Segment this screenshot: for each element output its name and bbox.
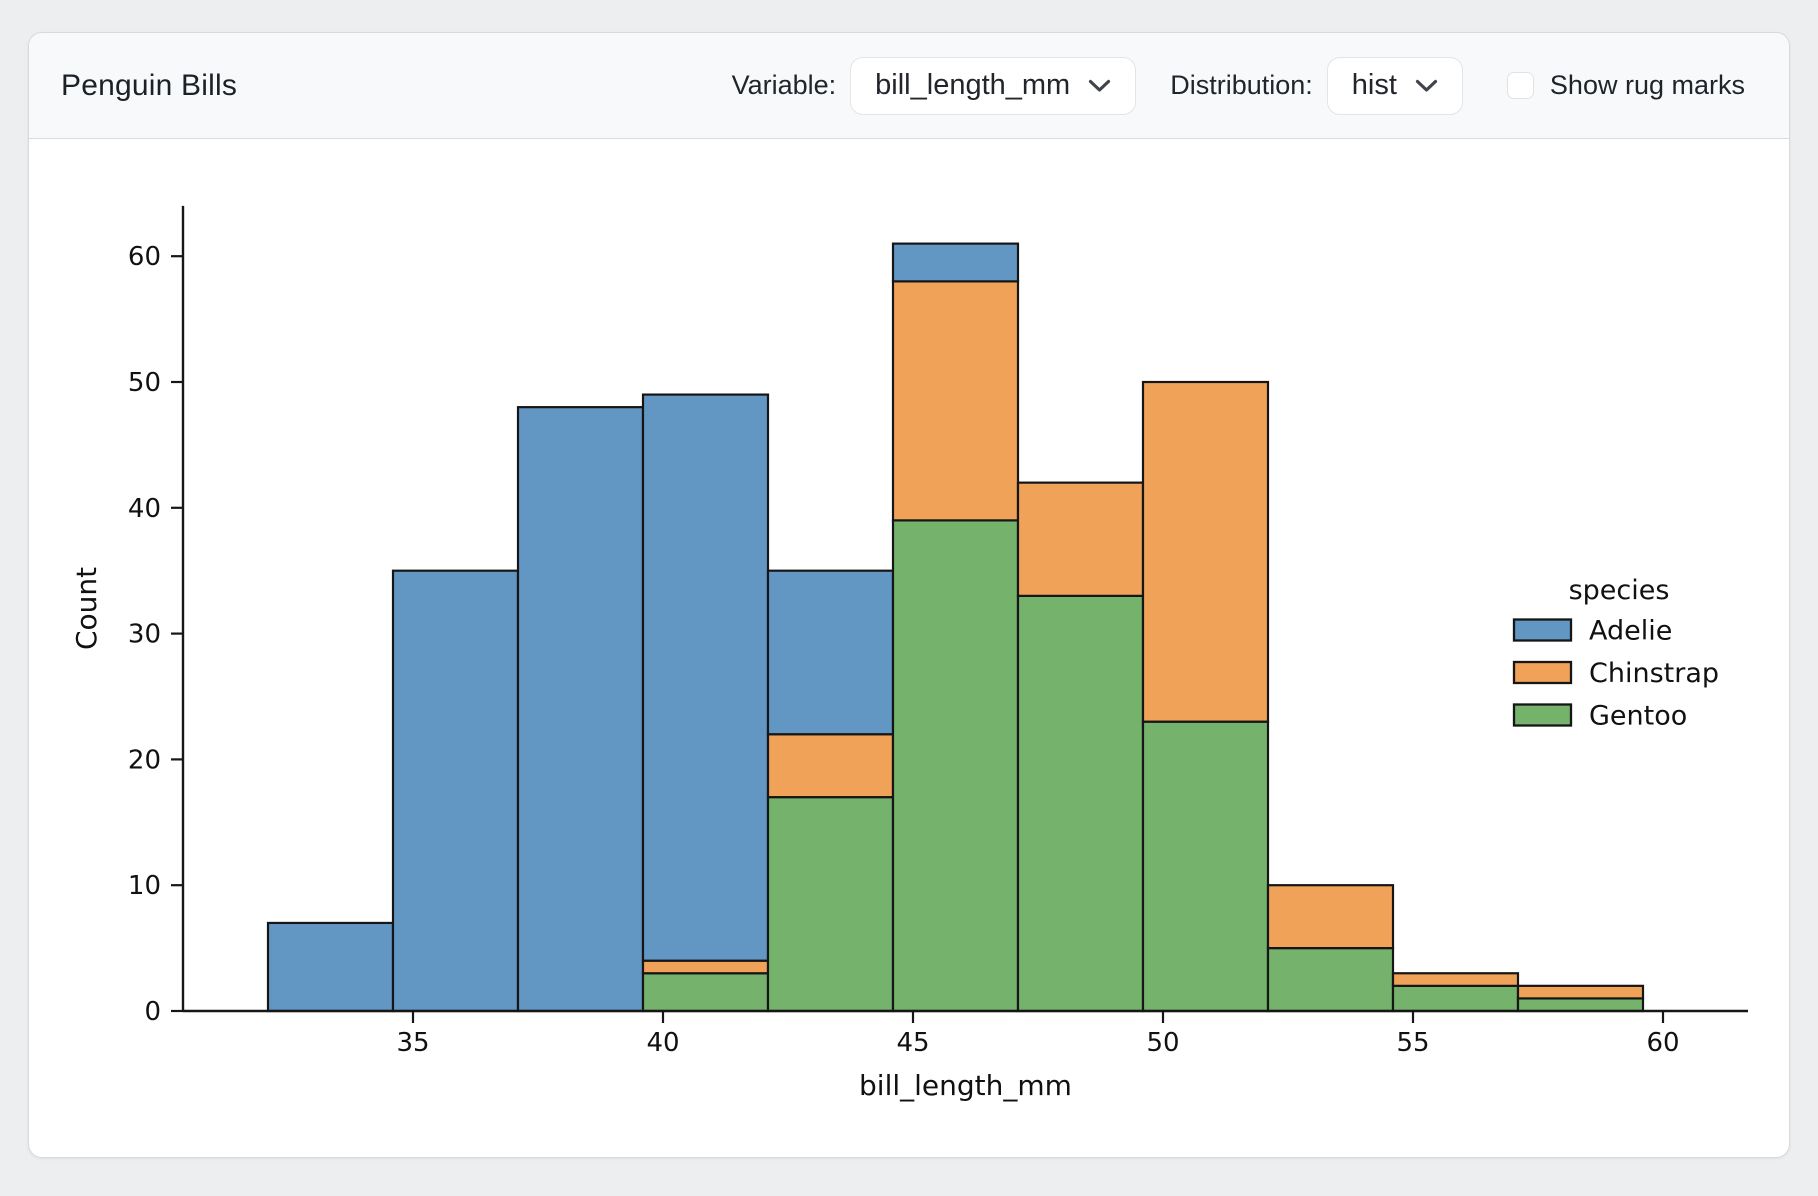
rug-checkbox[interactable]	[1506, 72, 1534, 99]
bar-segment-adelie	[391, 569, 520, 1013]
legend: species Adelie Chinstrap Gentoo	[1512, 575, 1719, 732]
chevron-down-icon	[1415, 79, 1438, 92]
header-controls: Variable: bill_length_mm Distribution: h…	[731, 56, 1745, 115]
bar-segment-gentoo	[1016, 594, 1145, 1013]
y-tick-label: 20	[128, 745, 161, 775]
y-tick-label: 0	[144, 997, 161, 1027]
variable-label: Variable:	[731, 70, 837, 100]
bar-segment-chinstrap	[891, 280, 1020, 522]
y-tick-label: 30	[128, 620, 161, 650]
legend-label: Chinstrap	[1589, 658, 1719, 689]
y-tick-label: 50	[128, 368, 161, 398]
distribution-label: Distribution:	[1170, 70, 1313, 100]
bar-segment-chinstrap	[1516, 984, 1645, 1000]
bar-segment-chinstrap	[766, 733, 895, 799]
variable-select-value: bill_length_mm	[875, 69, 1071, 101]
legend-swatch	[1512, 618, 1573, 642]
x-tick-label: 60	[1646, 1028, 1679, 1058]
bar-segment-chinstrap	[1391, 972, 1520, 987]
variable-select[interactable]: bill_length_mm	[850, 56, 1137, 115]
bar-segment-gentoo	[1266, 946, 1395, 1013]
legend-entry-chinstrap: Chinstrap	[1512, 658, 1719, 689]
legend-title: species	[1569, 575, 1670, 606]
legend-entry-gentoo: Gentoo	[1512, 701, 1687, 732]
bar-segment-gentoo	[1516, 997, 1645, 1013]
bar-segment-adelie	[891, 242, 1020, 283]
x-tick-label: 50	[1146, 1028, 1179, 1058]
bar-segment-adelie	[266, 921, 395, 1013]
y-tick-label: 10	[128, 871, 161, 901]
bar-segment-adelie	[766, 569, 895, 736]
bar-segment-chinstrap	[1016, 481, 1145, 597]
bar-segment-gentoo	[766, 796, 895, 1013]
page-title: Penguin Bills	[61, 68, 238, 102]
legend-label: Adelie	[1589, 616, 1672, 647]
distribution-select[interactable]: hist	[1326, 56, 1463, 115]
bar-segment-chinstrap	[1141, 380, 1270, 723]
bar-segment-adelie	[516, 406, 645, 1013]
x-tick-label: 45	[896, 1028, 929, 1058]
rug-toggle: Show rug marks	[1506, 70, 1745, 101]
y-tick-label: 60	[128, 242, 161, 272]
histogram-chart: 35 40 45 50 55 60 0 10 20 30 40 50 60 bill_length_mm C…	[70, 205, 1748, 1102]
y-axis-label: Count	[70, 567, 103, 650]
bar-segment-chinstrap	[641, 959, 770, 975]
x-tick-label: 55	[1396, 1028, 1429, 1058]
chevron-down-icon	[1089, 79, 1111, 92]
axes: 35 40 45 50 55 60 0 10 20 30 40 50 60 bill_length_mm C…	[70, 205, 1748, 1102]
legend-swatch	[1512, 660, 1573, 685]
x-axis-label: bill_length_mm	[859, 1069, 1072, 1102]
legend-label: Gentoo	[1589, 701, 1687, 732]
bar-segment-gentoo	[891, 519, 1020, 1013]
bar-segment-gentoo	[1141, 720, 1270, 1013]
app-card: Penguin Bills Variable: bill_length_mm D…	[28, 32, 1790, 1158]
legend-swatch	[1512, 703, 1573, 727]
legend-entry-adelie: Adelie	[1512, 616, 1672, 647]
bar-segment-chinstrap	[1266, 884, 1395, 950]
bars	[266, 242, 1645, 1013]
bar-segment-adelie	[641, 393, 770, 962]
x-tick-label: 40	[646, 1028, 679, 1058]
x-tick-label: 35	[396, 1028, 429, 1058]
distribution-select-value: hist	[1351, 69, 1397, 101]
y-tick-label: 40	[128, 494, 161, 524]
card-header: Penguin Bills Variable: bill_length_mm D…	[29, 33, 1789, 139]
bar-segment-gentoo	[641, 972, 770, 1013]
rug-label: Show rug marks	[1549, 70, 1745, 100]
bar-segment-gentoo	[1391, 984, 1520, 1013]
card-body: 35 40 45 50 55 60 0 10 20 30 40 50 60 bill_length_mm C…	[29, 139, 1789, 1157]
